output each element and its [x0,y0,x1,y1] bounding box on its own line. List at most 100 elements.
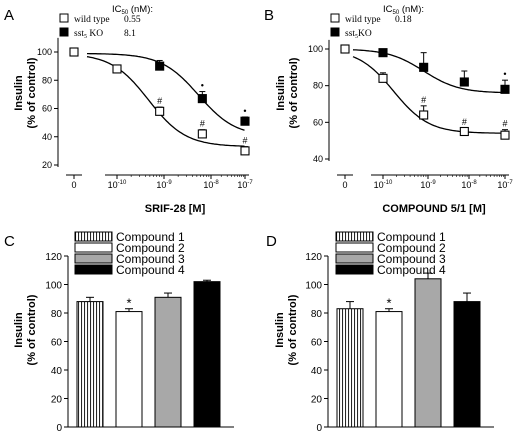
text-part: IC [112,4,122,15]
text-part: IC [383,4,393,15]
text-part: 10 [108,180,118,190]
text-part: sst [345,29,355,39]
text-part: KO [358,29,372,39]
significance-marker: * [386,296,391,311]
ic50-title: IC50 (nM): [383,4,424,16]
legend-marker [59,13,69,23]
x-axis-label: SRIF-28 [M] [145,203,206,215]
x-tick-label: 10-8 [203,180,219,190]
legend-label: Compound 4 [377,263,446,277]
y-tick-label: 100 [308,44,323,54]
fit-curve-wild-type [86,56,245,147]
data-point-sst5-ko [155,61,165,71]
data-point-wild-type [112,64,122,74]
legend-label: Compound 3 [377,252,446,266]
data-point-wild-type [459,126,469,137]
text-part: -8 [213,180,219,186]
legend-label: wild type [345,15,381,25]
fit-curve-sst5-ko [352,49,505,94]
bar-2 [375,311,403,428]
y-axis-label-line1: Insulin [13,312,25,348]
x-tick-label: 10-7 [497,180,513,190]
x-tick-label: 10-7 [237,180,253,190]
legend-swatch [335,253,374,264]
y-tick-label: 20 [42,160,52,170]
text-part: KO [87,29,103,39]
legend-swatch [335,264,374,275]
text-part: -8 [471,180,477,186]
text-part: -7 [247,180,253,186]
bar-3 [414,278,442,428]
text-part: -9 [430,180,436,186]
y-tick-label: 100 [305,281,322,292]
text-part: 10 [374,180,384,190]
legend-swatch [74,231,113,242]
panel-d: D Insulin(% of control) 0 20 40 60 80 100 120 * Co… [266,230,494,434]
y-tick-label: 80 [51,309,63,320]
y-tick-label: 120 [45,252,62,263]
data-point-wild-type [69,47,79,57]
y-tick-label: 40 [51,366,63,377]
y-axis-label-line1: Insulin [274,312,286,348]
text-part: 10 [497,180,507,190]
y-tick-label: 40 [313,154,323,164]
text-part: 5 [84,34,87,40]
y-axis-label-line2: (% of control) [287,294,299,365]
y-tick-label: 20 [51,395,63,406]
significance-marker: # [200,119,205,129]
data-point-wild-type [378,73,388,83]
significance-marker: * [126,296,131,311]
y-axis-label-line2: (% of control) [26,57,38,128]
bar-4 [193,281,221,428]
legend-swatch [335,231,374,242]
y-tick-label: 80 [311,309,323,320]
significance-marker: • [503,69,506,79]
text-part: -10 [118,180,127,186]
legend-marker [330,13,340,23]
legend-label: Compound 1 [116,230,185,244]
significance-marker: # [242,136,247,146]
y-tick-label: 60 [42,104,52,114]
text-part: -7 [507,180,513,186]
y-tick-label: 40 [311,366,323,377]
legend-marker [59,27,69,37]
legend-label: wild type [74,15,110,25]
y-tick-label: 60 [311,338,323,349]
data-point-wild-type [500,130,510,140]
y-tick-label: 0 [56,423,62,434]
text-part: -10 [384,180,393,186]
legend-swatch [74,264,113,275]
significance-marker: • [201,81,204,91]
significance-marker: # [502,119,507,129]
data-point-sst5-ko [378,48,388,58]
x-tick-label: 0 [342,180,347,190]
legend-marker [330,27,340,37]
text-part: 10 [237,180,247,190]
data-point-wild-type [197,129,207,139]
data-point-wild-type [240,146,250,156]
fit-curve-wild-type [352,56,505,134]
bar-1 [76,301,104,428]
text-part: 10 [156,180,166,190]
data-point-wild-type [419,110,429,120]
x-axis-label: COMPOUND 5/1 [M] [382,203,486,215]
x-tick-label: 10-9 [156,180,172,190]
fit-curve-sst5-ko [87,52,245,131]
y-tick-label: 60 [313,117,323,127]
y-axis-label-line2: (% of control) [26,294,38,365]
significance-marker: # [462,117,467,127]
bar-1 [336,308,364,428]
legend-ic50-value: 0.55 [124,15,141,25]
text-part: 10 [203,180,213,190]
ic50-title: IC50 (nM): [112,4,153,16]
x-tick-label: 10-9 [420,180,436,190]
significance-marker: # [421,95,426,105]
y-tick-label: 80 [42,75,52,85]
bar-4 [453,301,481,428]
y-axis-label: Insulin(% of control) [275,57,300,128]
x-tick-label: 0 [71,180,76,190]
x-tick-label: 10-10 [108,180,127,190]
y-tick-label: 80 [313,81,323,91]
data-point-wild-type [155,106,165,116]
